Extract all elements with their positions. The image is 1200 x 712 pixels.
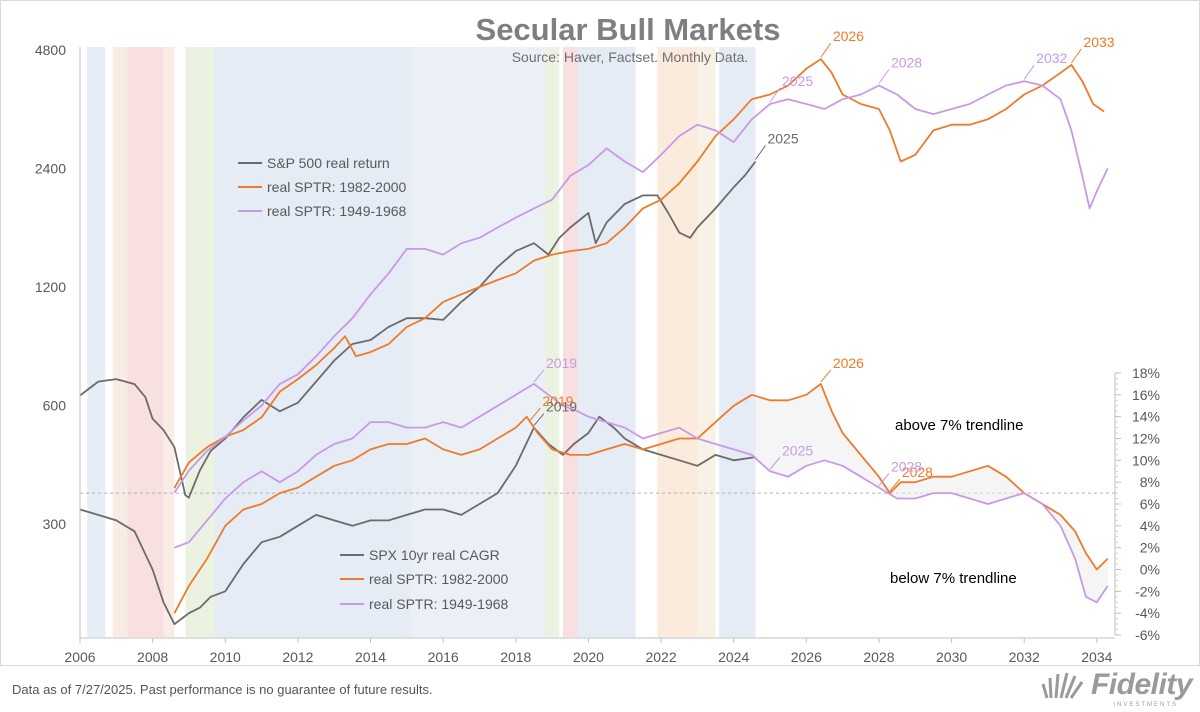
lower-y-tick-2%: 2% [1140, 540, 1160, 556]
legend-label-sptr-1949: real SPTR: 1949-1968 [267, 203, 407, 219]
upper-annot-leader-0 [820, 42, 832, 58]
legend-label-lower-1982: real SPTR: 1982-2000 [369, 571, 509, 587]
brand-subtitle: INVESTMENTS [1113, 702, 1178, 708]
upper-annot-2032-3: 2032 [1036, 50, 1067, 66]
upper-annot-2028-1: 2028 [891, 54, 922, 70]
lower-annot-leader-0 [533, 369, 545, 383]
upper-annot-2026-0: 2026 [833, 28, 864, 44]
x-tick-label-2022: 2022 [645, 649, 676, 665]
lower-y-tick-4%: 4% [1140, 518, 1160, 534]
lower-y-tick-8%: 8% [1140, 474, 1160, 490]
legend-label-cagr: SPX 10yr real CAGR [369, 547, 500, 563]
upper-legend: S&P 500 real return real SPTR: 1982-2000… [238, 155, 407, 219]
legend-label-sp500: S&P 500 real return [267, 155, 390, 171]
lower-annot-2019-0: 2019 [546, 355, 577, 371]
lower-annot-2028-6: 2028 [891, 459, 922, 475]
x-tick-label-2012: 2012 [282, 649, 313, 665]
fidelity-logo: Fidelity INVESTMENTS [1041, 668, 1193, 708]
axes: 2006 2008 2010 2012 2014 2016 2018 2020 2022 2024… [35, 42, 1160, 665]
lower-annot-leader-1 [529, 407, 541, 421]
upper-annot-2033-4: 2033 [1083, 34, 1114, 50]
sunburst-icon [1041, 672, 1084, 699]
upper-annot-leader-3 [1023, 64, 1035, 80]
lower-y-tick-10%: 10% [1132, 452, 1160, 468]
note-below-trendline: below 7% trendline [890, 570, 1017, 587]
series-lines [79, 58, 1109, 625]
lower-annot-2019-1: 2019 [542, 393, 573, 409]
x-tick-label-2030: 2030 [936, 649, 967, 665]
x-tick-label-2024: 2024 [718, 649, 749, 665]
legend-label-lower-1949: real SPTR: 1949-1968 [369, 596, 509, 612]
shade-band-10 [657, 47, 698, 637]
x-tick-label-2026: 2026 [791, 649, 822, 665]
lower-annot-2019-2: 2019 [546, 399, 577, 415]
upper-y-tick-2400: 2400 [35, 161, 66, 177]
x-tick-label-2016: 2016 [428, 649, 459, 665]
shade-band-5 [214, 47, 411, 637]
chart-subtitle: Source: Haver, Factset. Monthly Data. [512, 49, 749, 65]
x-tick-label-2028: 2028 [863, 649, 894, 665]
shade-band-1 [112, 47, 128, 637]
upper-annot-2025-5: 2025 [767, 131, 798, 147]
x-tick-label-2032: 2032 [1009, 649, 1040, 665]
lower-annot-leader-4 [889, 478, 901, 492]
upper-y-tick-600: 600 [43, 398, 67, 414]
shade-band-9 [577, 47, 636, 637]
footer-disclaimer: Data as of 7/27/2025. Past performance i… [12, 682, 433, 697]
upper-y-tick-300: 300 [43, 516, 67, 532]
shade-band-6 [410, 47, 545, 637]
shade-band-3 [163, 47, 175, 637]
lower-y-tick-0%: 0% [1140, 562, 1160, 578]
shade-band-11 [697, 47, 716, 637]
shade-band-4 [185, 47, 215, 637]
lower-y-tick-14%: 14% [1132, 409, 1160, 425]
upper-annot-leader-1 [878, 69, 890, 84]
shade-band-0 [87, 47, 106, 637]
lower-legend: SPX 10yr real CAGR real SPTR: 1982-2000 … [340, 547, 509, 612]
upper-annot-leader-4 [1071, 48, 1082, 64]
lower-series-spx-10yr-real-cagr [79, 415, 756, 625]
lower-annot-2026-3: 2026 [833, 355, 864, 371]
lower-y-tick-18%: 18% [1132, 365, 1160, 381]
brand-name: Fidelity [1090, 668, 1193, 701]
year-annotations: 2026202820252032203320252019201920192026… [529, 28, 1115, 492]
lower-y-tick-16%: 16% [1132, 387, 1160, 403]
x-tick-label-2034: 2034 [1081, 649, 1112, 665]
upper-series-real-sptr-1982-2000 [173, 58, 1105, 489]
lower-y-tick--2%: -2% [1135, 583, 1160, 599]
lower-y-tick--6%: -6% [1135, 627, 1160, 643]
shade-band-2 [127, 47, 164, 637]
shade-band-12 [719, 47, 756, 637]
x-tick-label-2008: 2008 [137, 649, 168, 665]
lower-y-tick-12%: 12% [1132, 431, 1160, 447]
lower-annot-leader-6 [878, 473, 890, 486]
x-tick-label-2014: 2014 [355, 649, 386, 665]
legend-label-sptr-1982: real SPTR: 1982-2000 [267, 179, 407, 195]
lower-series-real-sptr-1949-1968 [174, 383, 1109, 604]
x-tick-label-2020: 2020 [573, 649, 604, 665]
regime-shading [87, 47, 756, 637]
chart-title: Secular Bull Markets [476, 12, 781, 47]
upper-annot-leader-2 [769, 87, 781, 103]
x-tick-label-2018: 2018 [500, 649, 531, 665]
lower-annot-2028-4: 2028 [902, 464, 933, 480]
upper-annot-2025-2: 2025 [782, 73, 813, 89]
x-tick-label-2010: 2010 [210, 649, 241, 665]
x-tick-label-2006: 2006 [64, 649, 95, 665]
lower-annot-leader-2 [533, 413, 545, 426]
note-above-trendline: above 7% trendline [895, 417, 1023, 434]
shade-band-8 [563, 47, 578, 637]
upper-annot-leader-5 [755, 145, 766, 160]
lower-annot-2025-5: 2025 [782, 442, 813, 458]
lower-series-real-sptr-1982-2000 [173, 383, 1109, 614]
lower-annot-leader-5 [769, 456, 781, 470]
upper-y-tick-1200: 1200 [35, 279, 66, 295]
shade-band-7 [544, 47, 560, 637]
lower-y-tick-6%: 6% [1140, 496, 1160, 512]
lower-y-tick--4%: -4% [1135, 605, 1160, 621]
upper-y-tick-4800: 4800 [35, 42, 66, 58]
lower-annot-leader-3 [820, 369, 832, 383]
upper-series-real-sptr-1949-1968 [173, 80, 1109, 494]
